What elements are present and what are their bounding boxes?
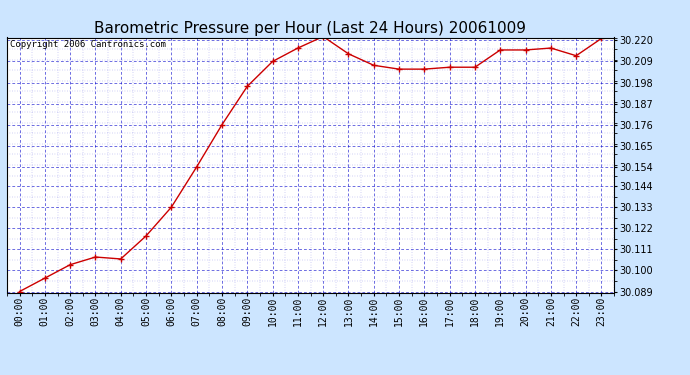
- Text: Copyright 2006 Cantronics.com: Copyright 2006 Cantronics.com: [10, 40, 166, 49]
- Title: Barometric Pressure per Hour (Last 24 Hours) 20061009: Barometric Pressure per Hour (Last 24 Ho…: [95, 21, 526, 36]
